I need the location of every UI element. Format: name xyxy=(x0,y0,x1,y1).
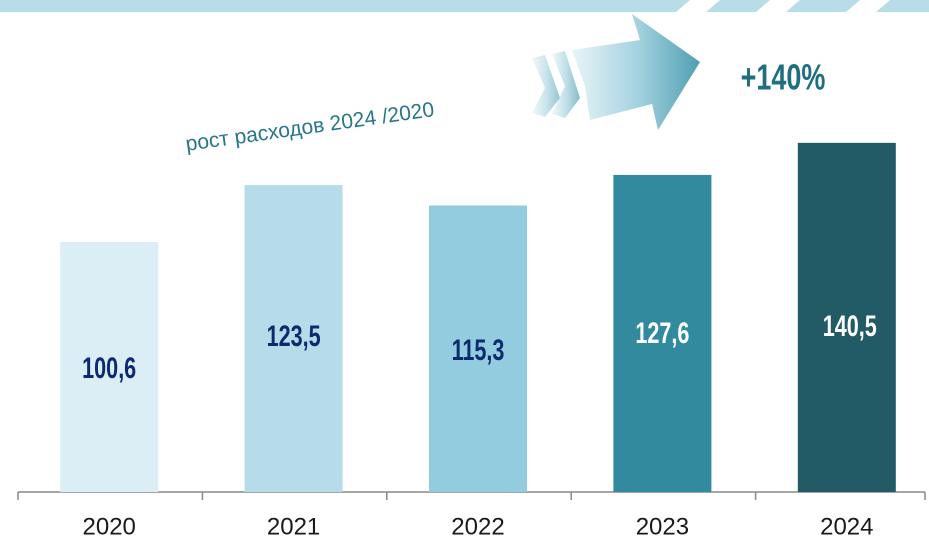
growth-percent: +140% xyxy=(741,57,826,98)
top-banner xyxy=(0,0,929,12)
bar xyxy=(429,205,527,493)
bar xyxy=(613,174,712,492)
x-tick-label: 2020 xyxy=(83,513,136,540)
bar xyxy=(60,242,159,492)
value-label: 100,6 xyxy=(82,350,136,384)
bar xyxy=(797,142,896,493)
value-label: 140,5 xyxy=(823,308,877,342)
x-tick-label: 2022 xyxy=(451,513,504,540)
x-tick-label: 2023 xyxy=(636,513,689,540)
x-tick-label: 2024 xyxy=(820,513,873,540)
value-label: 123,5 xyxy=(267,318,321,352)
x-tick-label: 2021 xyxy=(267,513,320,540)
growth-arrow xyxy=(532,14,700,130)
value-label: 127,6 xyxy=(635,315,689,349)
bar xyxy=(244,185,343,493)
growth-caption: рост расходов 2024 /2020 xyxy=(184,98,435,156)
value-label: 115,3 xyxy=(452,332,505,366)
